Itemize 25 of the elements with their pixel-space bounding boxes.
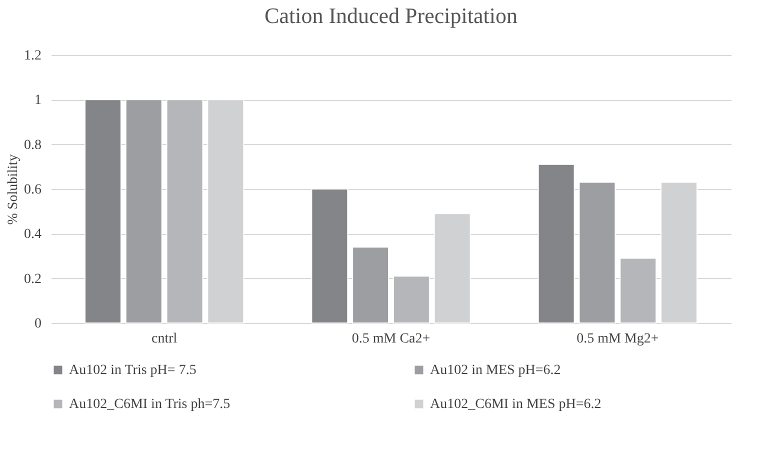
y-tick-label: 0.8: [24, 138, 42, 153]
x-tick-label: 0.5 mM Ca2+: [352, 332, 430, 346]
bar: [125, 99, 162, 324]
y-tick-label: 0: [34, 316, 42, 332]
x-tick-label: cntrl: [152, 332, 178, 346]
x-tick-label: 0.5 mM Mg2+: [576, 332, 659, 346]
bar: [578, 182, 616, 324]
legend-label: Au102_C6MI in Tris ph=7.5: [69, 397, 230, 412]
legend-label: Au102 in Tris pH= 7.5: [69, 363, 196, 378]
bar: [620, 258, 657, 324]
bar: [311, 188, 348, 324]
bar: [166, 99, 204, 324]
legend-label: Au102_C6MI in MES pH=6.2: [430, 397, 602, 412]
y-tick-label: 0.6: [24, 182, 42, 198]
y-tick-label: 0.2: [24, 272, 42, 287]
y-axis-title: % Solubility: [6, 154, 21, 225]
bar: [352, 246, 390, 324]
bar: [84, 99, 122, 324]
legend-label: Au102 in MES pH=6.2: [430, 363, 561, 378]
bar: [538, 164, 575, 324]
y-tick-label: 0.4: [24, 227, 42, 242]
y-tick-label: 1: [34, 93, 42, 108]
chart-title: Cation Induced Precipitation: [264, 3, 518, 28]
bar: [392, 276, 430, 324]
y-tick-label: 1.2: [24, 48, 42, 64]
